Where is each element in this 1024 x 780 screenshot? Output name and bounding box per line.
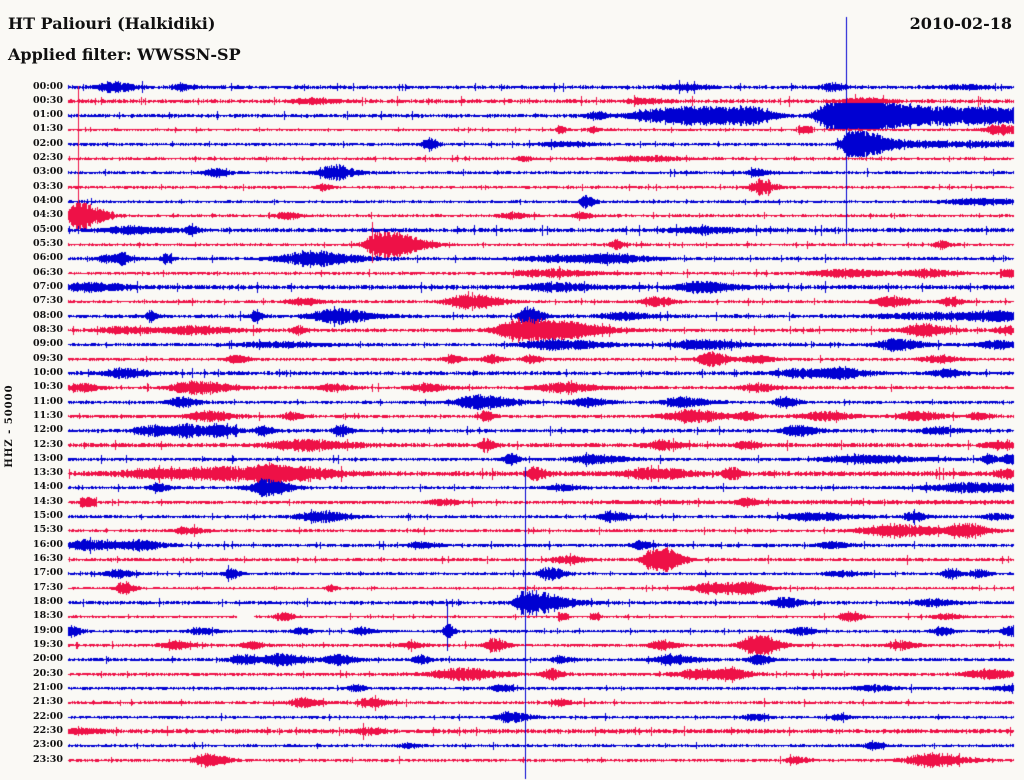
time-tick-label: 19:00	[33, 624, 63, 636]
time-tick-label: 09:00	[33, 338, 63, 350]
time-tick-label: 06:30	[33, 266, 63, 278]
time-tick-label: 15:00	[33, 510, 63, 522]
time-tick-label: 20:00	[33, 653, 63, 665]
time-tick-label: 13:30	[33, 467, 63, 479]
station-title: HT Paliouri (Halkidiki)	[8, 14, 216, 33]
time-tick-label: 02:30	[33, 152, 63, 164]
time-tick-label: 20:30	[33, 667, 63, 679]
time-tick-label: 12:00	[33, 424, 63, 436]
time-tick-label: 22:00	[33, 710, 63, 722]
time-tick-label: 02:00	[33, 137, 63, 149]
time-tick-label: 08:30	[33, 323, 63, 335]
time-tick-label: 21:30	[33, 696, 63, 708]
time-tick-label: 04:30	[33, 209, 63, 221]
time-tick-label: 11:00	[33, 395, 63, 407]
time-tick-label: 08:00	[33, 309, 63, 321]
filter-label: Applied filter: WWSSN-SP	[8, 45, 241, 64]
time-tick-label: 11:30	[33, 409, 63, 421]
time-tick-label: 05:00	[33, 223, 63, 235]
time-tick-label: 06:00	[33, 252, 63, 264]
time-tick-label: 14:30	[33, 495, 63, 507]
time-tick-label: 00:30	[33, 94, 63, 106]
time-tick-label: 12:30	[33, 438, 63, 450]
time-tick-label: 03:00	[33, 166, 63, 178]
time-tick-label: 03:30	[33, 180, 63, 192]
time-tick-label: 22:30	[33, 724, 63, 736]
time-tick-label: 14:00	[33, 481, 63, 493]
time-tick-label: 16:00	[33, 538, 63, 550]
time-tick-label: 01:00	[33, 109, 63, 121]
time-tick-label: 23:00	[33, 739, 63, 751]
time-tick-label: 15:30	[33, 524, 63, 536]
time-tick-label: 16:30	[33, 553, 63, 565]
time-tick-label: 17:30	[33, 581, 63, 593]
time-tick-label: 23:30	[33, 753, 63, 765]
time-tick-label: 05:30	[33, 238, 63, 250]
time-tick-label: 21:00	[33, 681, 63, 693]
time-tick-label: 13:00	[33, 452, 63, 464]
time-tick-label: 19:30	[33, 638, 63, 650]
time-tick-label: 10:00	[33, 366, 63, 378]
time-tick-label: 18:00	[33, 596, 63, 608]
time-tick-label: 07:00	[33, 280, 63, 292]
time-tick-label: 10:30	[33, 381, 63, 393]
time-tick-label: 18:30	[33, 610, 63, 622]
time-tick-label: 00:00	[33, 80, 63, 92]
time-tick-label: 09:30	[33, 352, 63, 364]
time-tick-label: 17:00	[33, 567, 63, 579]
time-tick-label: 01:30	[33, 123, 63, 135]
y-axis-label: HHZ - 50000	[4, 384, 15, 468]
date-label: 2010-02-18	[909, 14, 1012, 33]
time-tick-label: 04:00	[33, 195, 63, 207]
time-tick-label: 07:30	[33, 295, 63, 307]
